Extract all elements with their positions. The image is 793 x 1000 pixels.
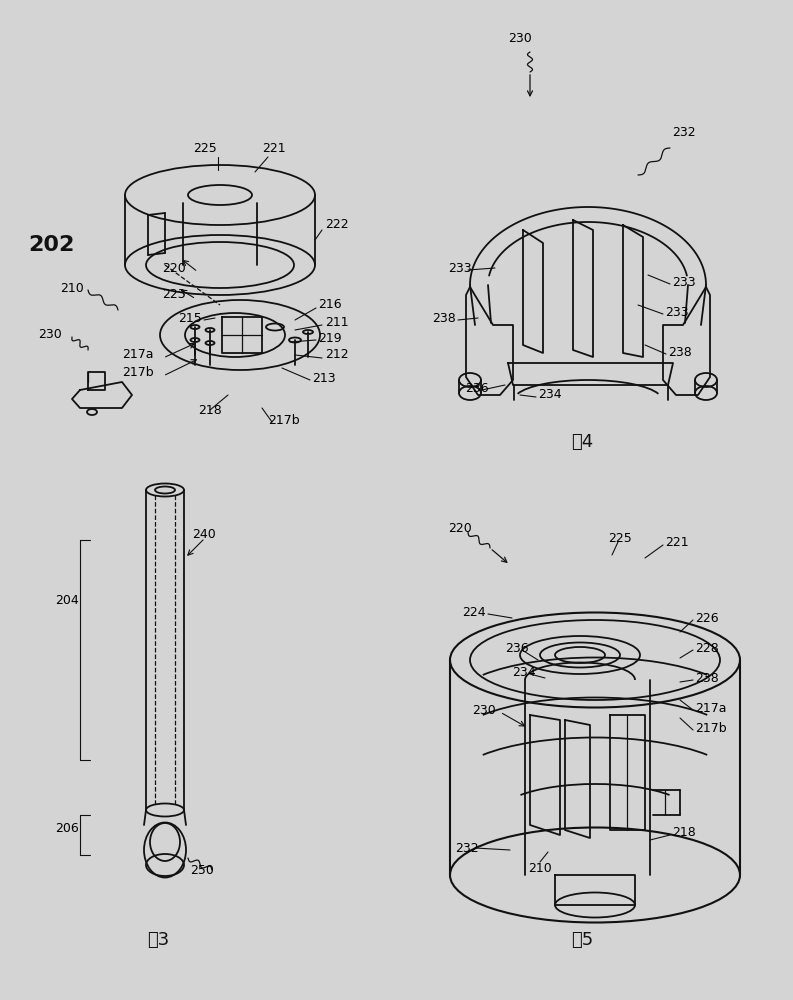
- Text: 212: 212: [325, 349, 349, 361]
- Text: 图5: 图5: [571, 931, 593, 949]
- Text: 218: 218: [198, 403, 222, 416]
- Text: 217b: 217b: [695, 722, 726, 734]
- Text: 232: 232: [672, 125, 695, 138]
- Text: 图4: 图4: [571, 433, 593, 451]
- Text: 210: 210: [60, 282, 84, 294]
- Text: 223: 223: [162, 288, 186, 302]
- Text: 238: 238: [668, 346, 691, 359]
- Text: 232: 232: [455, 842, 479, 854]
- Text: 221: 221: [262, 141, 285, 154]
- Text: 224: 224: [462, 605, 485, 618]
- Text: 217b: 217b: [122, 366, 154, 379]
- Text: 206: 206: [55, 822, 79, 834]
- Text: 222: 222: [325, 219, 349, 232]
- Text: 230: 230: [38, 328, 62, 342]
- Text: 233: 233: [665, 306, 688, 318]
- Text: 217a: 217a: [695, 702, 726, 714]
- Text: 211: 211: [325, 316, 349, 328]
- Text: 250: 250: [190, 863, 214, 876]
- Text: 202: 202: [28, 235, 75, 255]
- Text: 217b: 217b: [268, 414, 300, 426]
- Text: 226: 226: [695, 611, 718, 624]
- Text: 220: 220: [162, 261, 186, 274]
- Text: 218: 218: [672, 826, 695, 838]
- Text: 220: 220: [448, 522, 472, 534]
- Text: 213: 213: [312, 371, 335, 384]
- Text: 221: 221: [665, 536, 688, 548]
- Text: 204: 204: [55, 593, 79, 606]
- Text: 225: 225: [608, 532, 632, 544]
- Text: 210: 210: [528, 861, 552, 874]
- Text: 图3: 图3: [147, 931, 169, 949]
- Text: 238: 238: [432, 312, 456, 324]
- Text: 230: 230: [472, 704, 496, 716]
- Text: 230: 230: [508, 31, 532, 44]
- Text: 234: 234: [512, 666, 535, 678]
- Text: 216: 216: [318, 298, 342, 312]
- Text: 236: 236: [465, 381, 488, 394]
- Text: 233: 233: [672, 275, 695, 288]
- Text: 238: 238: [695, 672, 718, 684]
- Text: 240: 240: [192, 528, 216, 542]
- Text: 225: 225: [193, 141, 216, 154]
- Text: 233: 233: [448, 261, 472, 274]
- Text: 236: 236: [505, 642, 529, 654]
- Text: 228: 228: [695, 642, 718, 654]
- Text: 217a: 217a: [122, 349, 154, 361]
- Text: 234: 234: [538, 388, 561, 401]
- Text: 215: 215: [178, 312, 201, 324]
- Text: 219: 219: [318, 332, 342, 344]
